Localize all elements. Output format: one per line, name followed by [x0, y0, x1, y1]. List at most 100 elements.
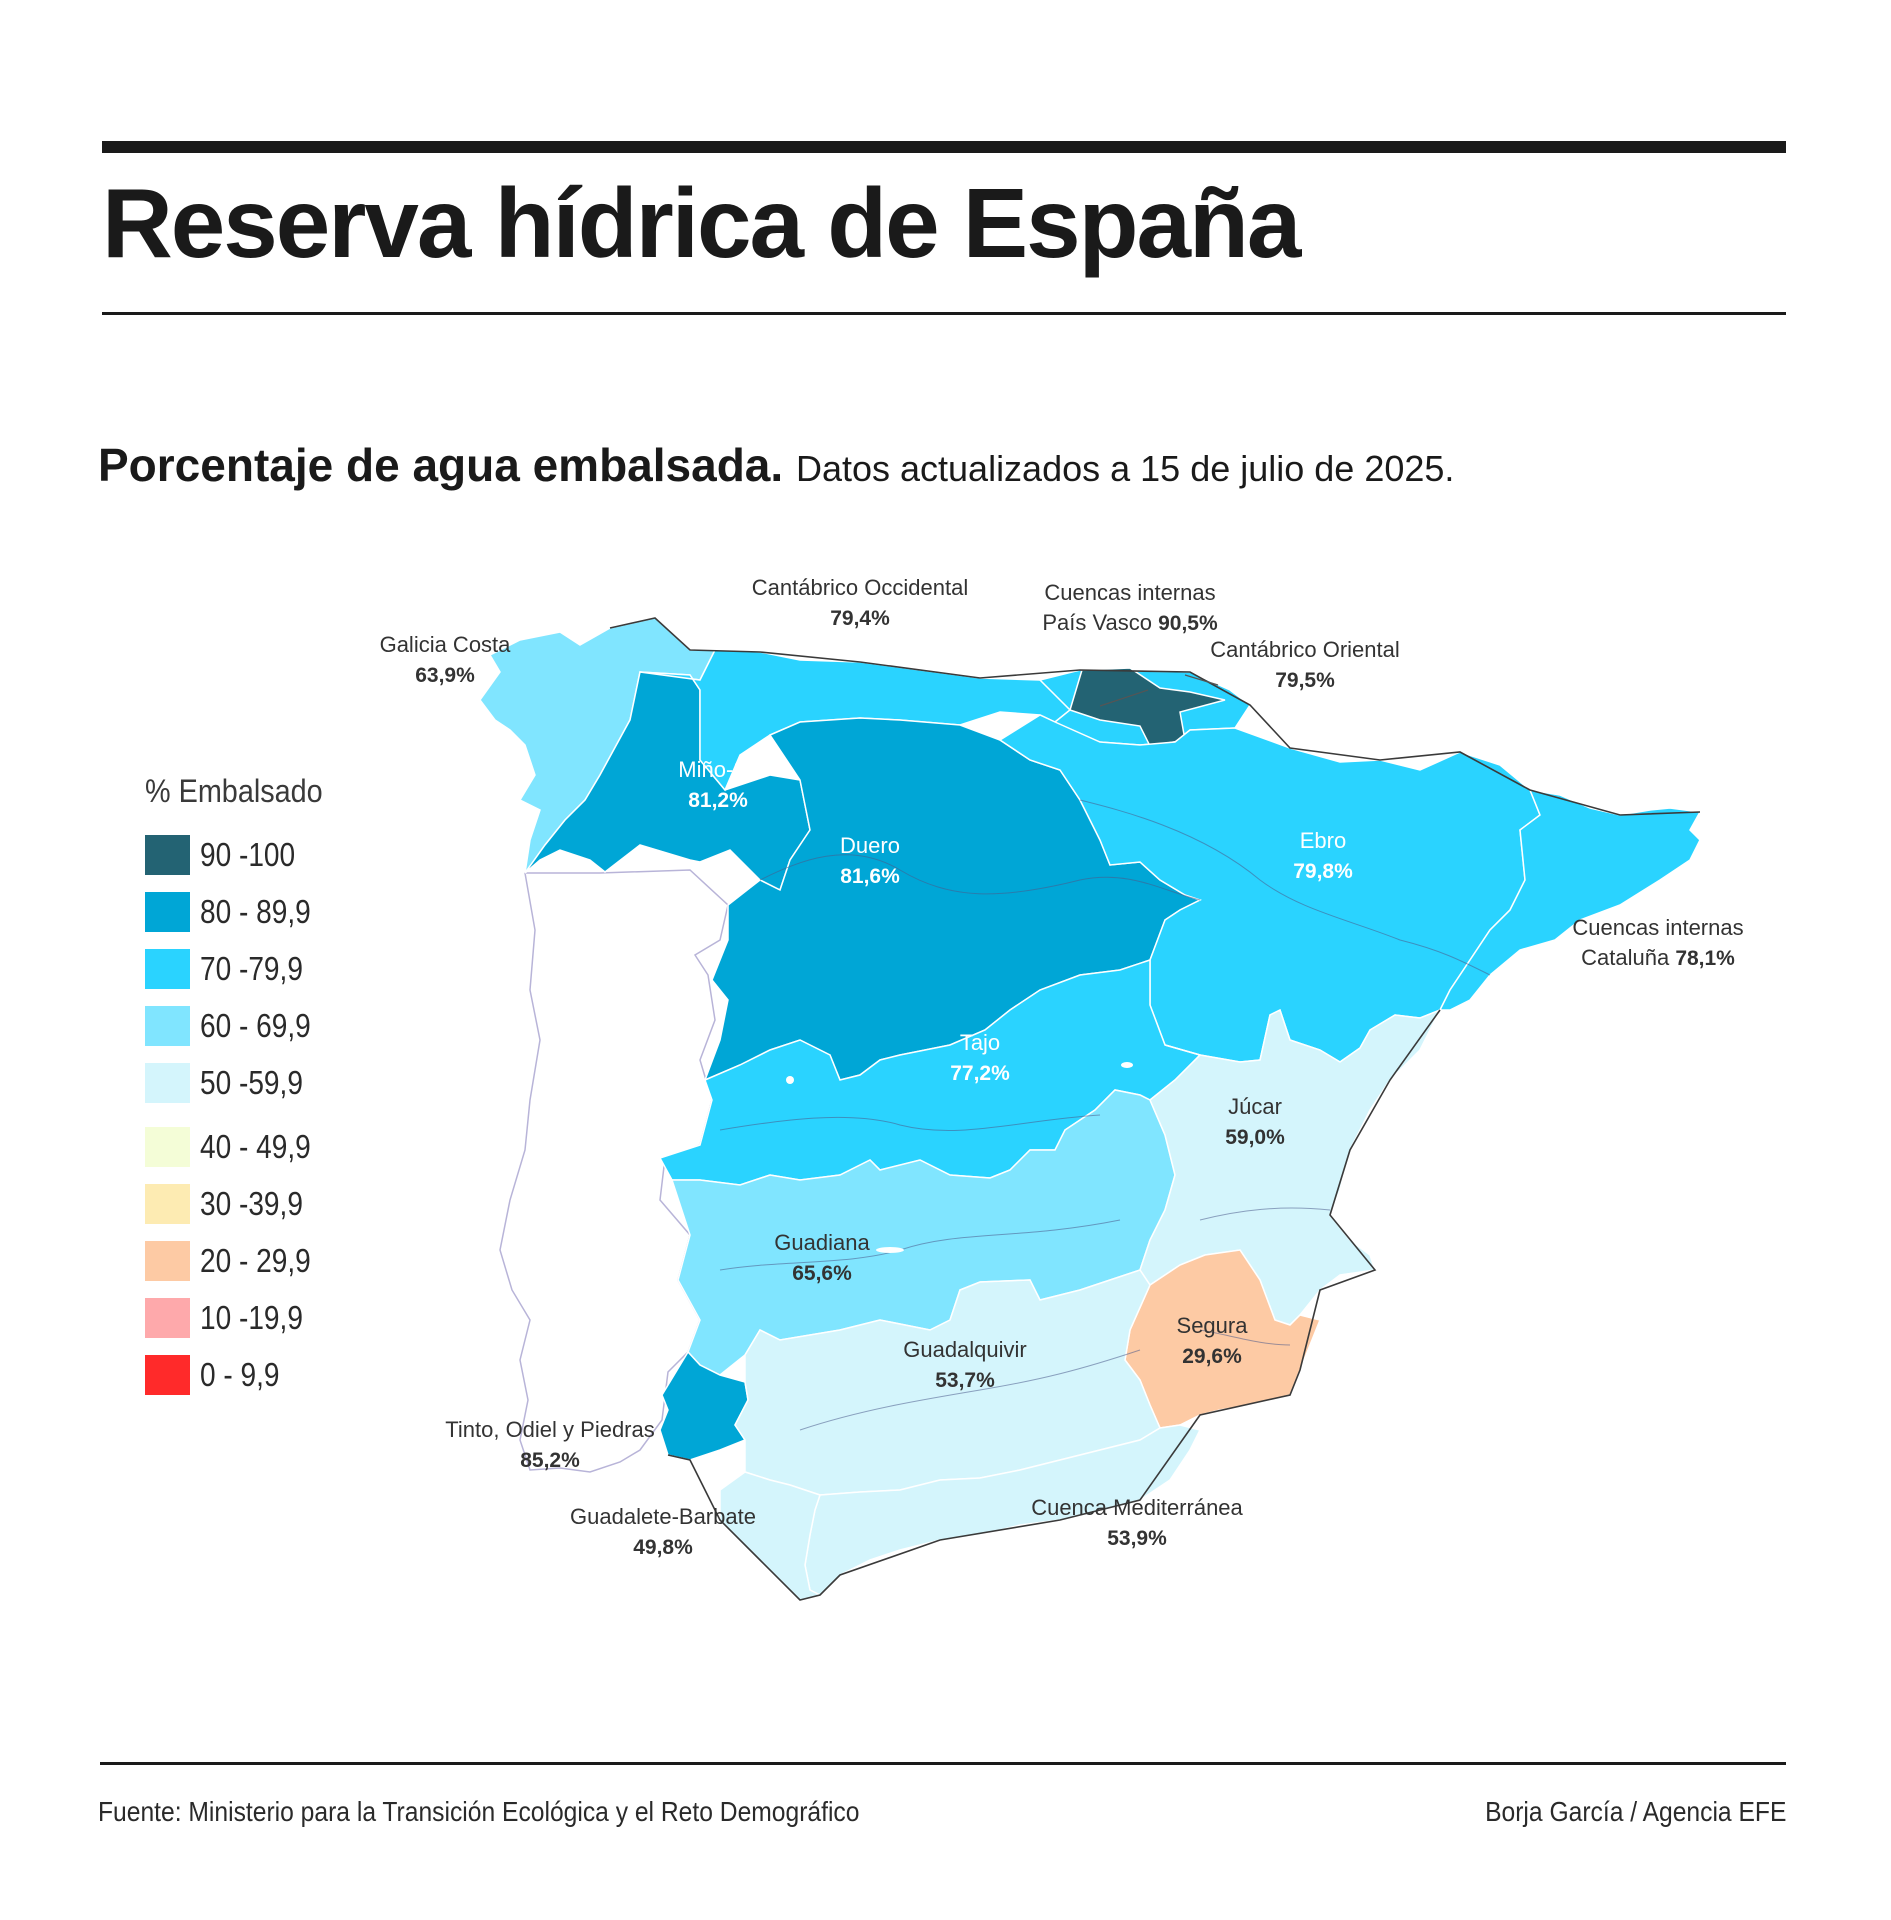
legend-label: 70 -79,9 — [200, 949, 303, 987]
basin-name: Guadalete-Barbate — [570, 1504, 756, 1529]
basin-name: País Vasco — [1042, 610, 1158, 635]
legend-label: 30 -39,9 — [200, 1184, 303, 1222]
basin-value: 79,5% — [1275, 669, 1335, 692]
legend-item: 40 - 49,9 — [145, 1118, 342, 1175]
footer-credit: Borja García / Agencia EFE — [1484, 1796, 1786, 1827]
legend-swatch — [145, 891, 190, 932]
legend-label: 20 - 29,9 — [200, 1241, 311, 1279]
basin-name: Segura — [1177, 1313, 1249, 1338]
basin-name: Tajo — [960, 1030, 1000, 1055]
basin-jucar — [1139, 1008, 1442, 1326]
basin-label-cataluna: Cuencas internas Cataluña 78,1% — [1572, 915, 1743, 970]
basin-name: Cantábrico Oriental — [1210, 637, 1400, 662]
basin-label-ebro: Ebro 79,8% — [1293, 828, 1353, 883]
page-title: Reserva hídrica de España — [102, 168, 1301, 278]
basin-name: Cuencas internas — [1572, 915, 1743, 940]
basin-value: 81,6% — [840, 865, 900, 888]
basin-value: 65,6% — [792, 1262, 852, 1285]
legend-item: 20 - 29,9 — [145, 1232, 342, 1289]
legend-label: 90 -100 — [200, 835, 296, 873]
basin-label-jucar: Júcar 59,0% — [1225, 1094, 1285, 1149]
legend-label: 80 - 89,9 — [200, 892, 311, 930]
legend-swatch — [145, 1240, 190, 1281]
basin-value: 79,8% — [1293, 860, 1353, 883]
basin-label-cantabrico-occidental: Cantábrico Occidental 79,4% — [752, 575, 968, 630]
basin-name: Guadiana — [774, 1230, 870, 1255]
legend-list: 90 -100 80 - 89,9 70 -79,9 60 - 69,9 50 -59,… — [145, 826, 342, 1403]
basin-label-guadiana: Guadiana 65,6% — [774, 1230, 870, 1285]
subtitle: Porcentaje de agua embalsada. Datos actu… — [98, 438, 1454, 493]
basin-name: Ebro — [1300, 828, 1346, 853]
basin-label-tinto-odiel: Tinto, Odiel y Piedras 85,2% — [445, 1417, 655, 1472]
basin-value: 59,0% — [1225, 1126, 1285, 1149]
legend-item: 60 - 69,9 — [145, 997, 342, 1054]
basin-pais-vasco — [1069, 667, 1226, 747]
basin-label-duero: Duero 81,6% — [840, 833, 900, 888]
footer-rule — [100, 1762, 1786, 1765]
basin-name: Cataluña — [1581, 945, 1675, 970]
legend-label: 10 -19,9 — [200, 1298, 303, 1336]
basin-label-pais-vasco: Cuencas internas País Vasco 90,5% — [1042, 580, 1218, 635]
basin-tinto-odiel — [659, 1350, 749, 1461]
basin-value: 90,5% — [1158, 612, 1218, 635]
basin-cataluna — [1438, 789, 1702, 1011]
leader-lines — [1099, 674, 1219, 707]
legend-item: 80 - 89,9 — [145, 883, 342, 940]
basin-mino-sil — [524, 671, 811, 892]
basin-value: 79,4% — [830, 607, 890, 630]
legend-item: 70 -79,9 — [145, 940, 342, 997]
basin-value: 49,8% — [633, 1536, 693, 1559]
basin-name: Júcar — [1228, 1094, 1282, 1119]
legend-swatch — [145, 948, 190, 989]
basin-value: 85,2% — [520, 1449, 580, 1472]
basin-label-guadalete-barbate: Guadalete-Barbate 49,8% — [570, 1504, 756, 1559]
basin-label-segura: Segura 29,6% — [1177, 1313, 1249, 1368]
legend: % Embalsado 90 -100 80 - 89,9 70 -79,9 60 -… — [145, 773, 342, 1403]
legend-swatch — [145, 1062, 190, 1103]
footer-source: Fuente: Ministerio para la Transición Ec… — [98, 1796, 860, 1827]
legend-swatch — [145, 1354, 190, 1395]
basin-name: Cuenca Mediterránea — [1031, 1495, 1243, 1520]
legend-label: 40 - 49,9 — [200, 1127, 311, 1165]
legend-swatch — [145, 1126, 190, 1167]
basin-value: 53,9% — [1107, 1527, 1167, 1550]
legend-swatch — [145, 1183, 190, 1224]
basin-value: 29,6% — [1182, 1345, 1242, 1368]
legend-swatch — [145, 1005, 190, 1046]
subtitle-bold: Porcentaje de agua embalsada. — [98, 439, 784, 491]
basin-value: 81,2% — [688, 789, 748, 812]
spain-basins-map: Galicia Costa 63,9% Cantábrico Occidental 7… — [380, 575, 1744, 1601]
subtitle-rest: Datos actualizados a 15 de julio de 2025… — [795, 448, 1455, 489]
coastline — [609, 617, 1701, 1601]
map-labels: Galicia Costa 63,9% Cantábrico Occidental 7… — [380, 575, 1744, 1559]
basin-name: Cantábrico Occidental — [752, 575, 968, 600]
basin-value: 63,9% — [415, 664, 475, 687]
legend-item: 50 -59,9 — [145, 1054, 342, 1111]
basin-name: Guadalquivir — [903, 1337, 1027, 1362]
basin-label-tajo: Tajo 77,2% — [950, 1030, 1010, 1085]
portugal-outline — [499, 869, 729, 1473]
basin-label-mino-sil: Miño-Sil 81,2% — [678, 757, 757, 812]
basin-name: Duero — [840, 833, 900, 858]
basin-name: Tinto, Odiel y Piedras — [445, 1417, 655, 1442]
legend-label: 60 - 69,9 — [200, 1006, 311, 1044]
legend-swatch — [145, 1297, 190, 1338]
basin-name: Miño-Sil — [678, 757, 757, 782]
basin-name-value: Cataluña 78,1% — [1581, 945, 1735, 970]
legend-swatch — [145, 834, 190, 875]
basin-label-galicia-costa: Galicia Costa 63,9% — [380, 632, 512, 687]
legend-label: 50 -59,9 — [200, 1063, 303, 1101]
basin-label-cantabrico-oriental: Cantábrico Oriental 79,5% — [1210, 637, 1400, 692]
basin-name: Galicia Costa — [380, 632, 512, 657]
legend-item: 0 - 9,9 — [145, 1346, 342, 1403]
basin-name: Cuencas internas — [1044, 580, 1215, 605]
legend-item: 30 -39,9 — [145, 1175, 342, 1232]
legend-label: 0 - 9,9 — [200, 1355, 280, 1393]
basin-label-mediterranea: Cuenca Mediterránea 53,9% — [1031, 1495, 1243, 1550]
top-rule — [102, 141, 1786, 153]
basin-name-value: País Vasco 90,5% — [1042, 610, 1218, 635]
reservoir-mark — [876, 1247, 904, 1253]
reservoir-mark — [1121, 1062, 1133, 1068]
basin-value: 78,1% — [1675, 947, 1735, 970]
legend-item: 10 -19,9 — [145, 1289, 342, 1346]
